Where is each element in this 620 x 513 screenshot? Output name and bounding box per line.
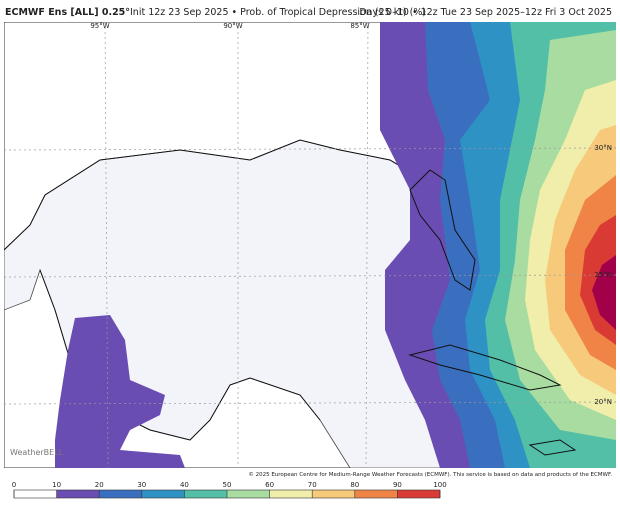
prob-region-10-mexico xyxy=(55,315,185,468)
longitude-label: 90°W xyxy=(223,22,242,30)
colorbar-tick-label: 80 xyxy=(350,481,359,489)
longitude-label: 95°W xyxy=(90,22,109,30)
colorbar-segment xyxy=(141,490,185,498)
watermark: WeatherBELL xyxy=(10,448,64,457)
credit: © 2025 European Centre for Medium-Range … xyxy=(248,471,612,478)
jamaica-outline xyxy=(528,439,577,456)
colorbar-tick-label: 10 xyxy=(52,481,61,489)
valid-period: Days 0–10 • 12z Tue 23 Sep 2025–12z Fri … xyxy=(359,7,612,18)
latitude-label: 25°N xyxy=(594,271,612,279)
colorbar: 0 10 20 30 40 50 60 70 80 90 100 xyxy=(12,481,447,499)
colorbar-segment xyxy=(184,490,227,498)
colorbar-segment xyxy=(312,490,355,498)
colorbar-segment xyxy=(56,490,100,498)
graticule xyxy=(4,22,616,468)
longitude-label: 85°W xyxy=(350,22,369,30)
colorbar-segment xyxy=(14,490,57,498)
colorbar-segment xyxy=(227,490,270,498)
colorbar-segment xyxy=(354,490,398,498)
title: ECMWF Ens [ALL] 0.25° xyxy=(5,7,130,18)
colorbar-tick-label: 0 xyxy=(12,481,16,489)
prob-region-100 xyxy=(592,255,616,330)
colorbar-segment xyxy=(99,490,142,498)
latitude-label: 20°N xyxy=(594,398,612,406)
colorbar-tick-label: 30 xyxy=(137,481,146,489)
colorbar-segment xyxy=(269,490,313,498)
colorbar-tick-label: 90 xyxy=(393,481,402,489)
colorbar-tick-label: 50 xyxy=(223,481,232,489)
cuba-outline xyxy=(408,344,562,391)
colorbar-tick-label: 40 xyxy=(180,481,189,489)
colorbar-tick-label: 60 xyxy=(265,481,274,489)
colorbar-tick-label: 70 xyxy=(308,481,317,489)
colorbar-segment xyxy=(397,490,440,498)
map xyxy=(4,22,616,468)
florida-outline xyxy=(409,169,476,291)
subtitle: Init 12z 23 Sep 2025 • Prob. of Tropical… xyxy=(130,7,426,18)
colorbar-tick-label: 20 xyxy=(95,481,104,489)
colorbar-tick-label: 100 xyxy=(433,481,446,489)
latitude-label: 30°N xyxy=(594,144,612,152)
